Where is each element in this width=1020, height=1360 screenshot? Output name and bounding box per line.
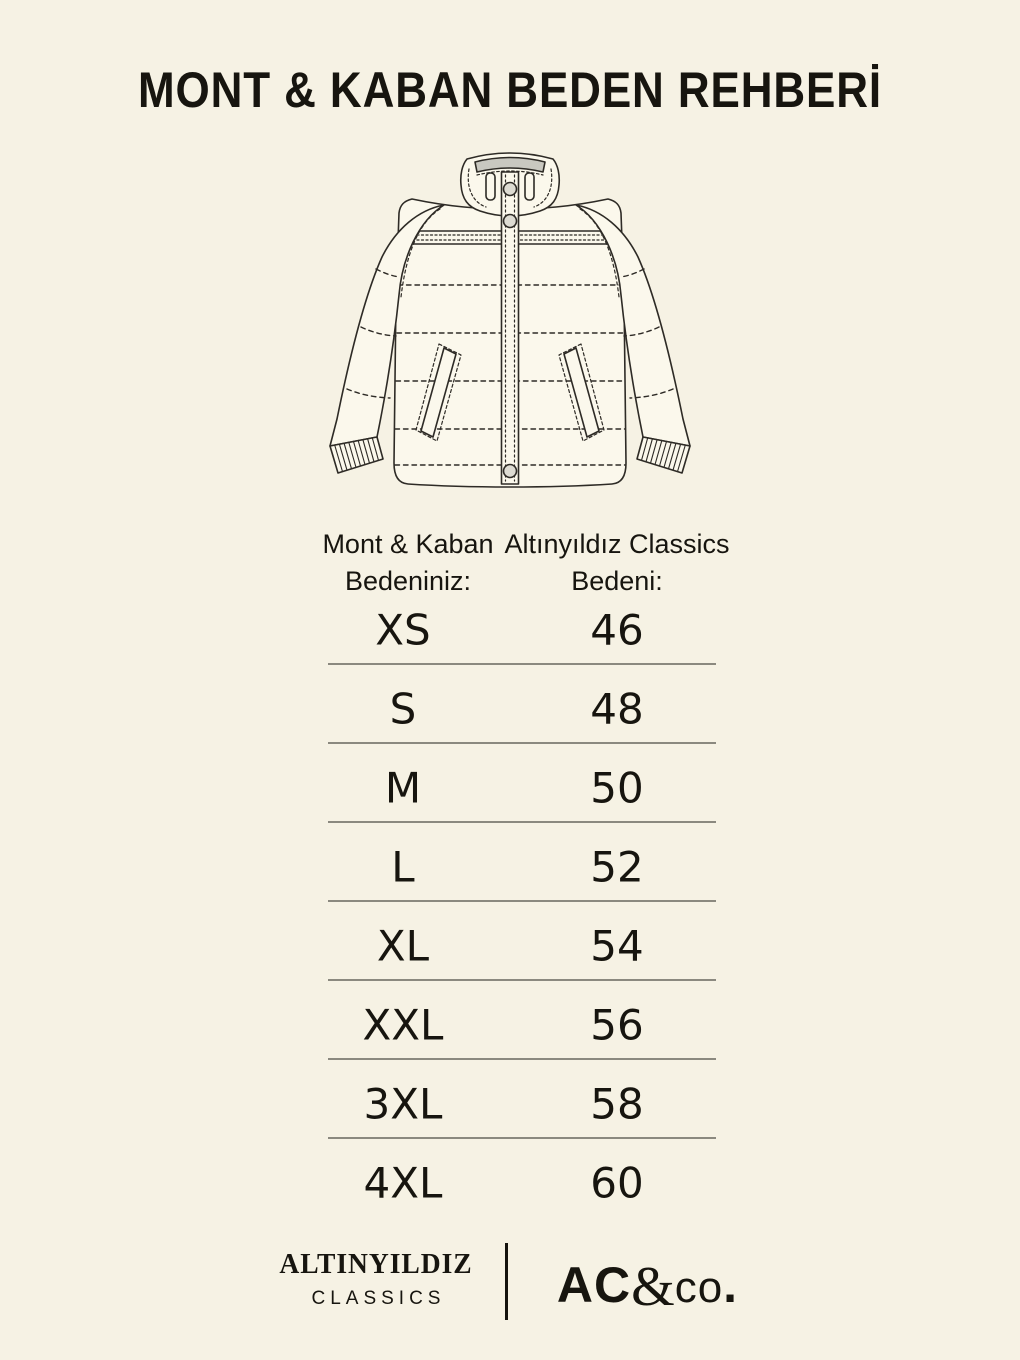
brand-wordmark-altinyildiz: ALTINYILDIZ CLASSICS bbox=[236, 1248, 516, 1310]
table-row: XS 46 bbox=[328, 586, 716, 665]
brand-subname: CLASSICS bbox=[311, 1288, 446, 1309]
size-cell: XL bbox=[376, 921, 430, 970]
value-cell: 54 bbox=[590, 921, 644, 970]
column-header-brand-size: Altınyıldız Classics Bedeni: bbox=[504, 529, 730, 596]
column-header-your-size: Mont & Kaban Bedeniniz: bbox=[322, 529, 494, 596]
table-row: XXL 56 bbox=[328, 981, 716, 1060]
table-row: S 48 bbox=[328, 665, 716, 744]
value-cell: 46 bbox=[590, 605, 644, 654]
value-cell: 52 bbox=[590, 842, 644, 891]
table-row: 4XL 60 bbox=[328, 1139, 716, 1216]
value-cell: 50 bbox=[590, 763, 644, 812]
size-cell: 4XL bbox=[363, 1158, 443, 1207]
logo-dot: . bbox=[723, 1257, 738, 1313]
size-cell: XXL bbox=[362, 1000, 444, 1049]
table-row: XL 54 bbox=[328, 902, 716, 981]
table-row: M 50 bbox=[328, 744, 716, 823]
puffer-jacket-icon bbox=[329, 152, 691, 488]
value-cell: 56 bbox=[590, 1000, 644, 1049]
value-cell: 58 bbox=[590, 1079, 644, 1128]
brand-name: ALTINYILDIZ bbox=[279, 1248, 473, 1280]
logo-co-text: co bbox=[674, 1263, 724, 1312]
size-cell: M bbox=[384, 763, 422, 812]
size-cell: XS bbox=[375, 605, 431, 654]
size-cell: 3XL bbox=[363, 1079, 443, 1128]
logo-ac-text: AC bbox=[556, 1257, 632, 1313]
logo-ampersand: & bbox=[631, 1256, 675, 1318]
size-cell: L bbox=[391, 842, 415, 891]
page-title: MONT & KABAN BEDEN REHBERİ bbox=[137, 62, 883, 118]
brand-logo-acco: AC&co. bbox=[540, 1252, 754, 1318]
size-cell: S bbox=[389, 684, 417, 733]
table-row: 3XL 58 bbox=[328, 1060, 716, 1139]
value-cell: 60 bbox=[590, 1158, 644, 1207]
size-conversion-table: XS 46 S 48 M 50 L 52 XL 54 XXL 56 3XL 58… bbox=[328, 586, 716, 1216]
table-row: L 52 bbox=[328, 823, 716, 902]
footer-divider bbox=[505, 1243, 508, 1320]
value-cell: 48 bbox=[590, 684, 644, 733]
